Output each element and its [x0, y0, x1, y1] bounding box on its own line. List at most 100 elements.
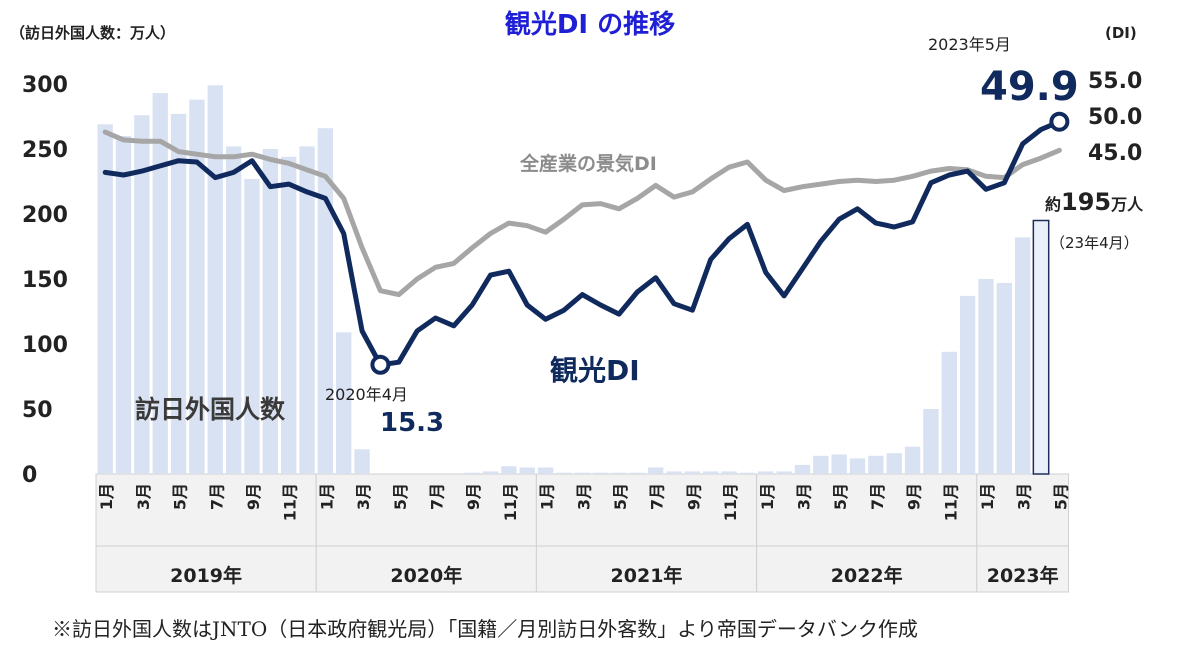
month-label: 9月	[464, 483, 483, 510]
visitor-bar	[189, 99, 205, 474]
visitor-bar	[97, 124, 113, 475]
tourism-di-low-marker	[370, 354, 391, 375]
month-label: 1月	[538, 483, 557, 510]
visitors-peak-label: 約195万人	[1045, 188, 1144, 216]
visitor-bar	[170, 113, 187, 475]
visitor-bar	[629, 472, 645, 474]
year-label: 2020年	[390, 564, 462, 587]
month-label: 9月	[244, 483, 263, 510]
visitor-bar	[978, 279, 994, 474]
chart-title: 観光DI の推移	[505, 9, 675, 40]
month-label: 5月	[611, 483, 630, 510]
tourism-di-line	[102, 119, 1062, 368]
visitors-peak-date: （23年4月）	[1050, 234, 1139, 252]
visitors-peak-unit: 万人	[1110, 195, 1144, 214]
visitor-bar	[574, 472, 590, 474]
month-label: 7月	[868, 483, 887, 510]
visitor-bar	[281, 156, 297, 475]
year-label: 2021年	[611, 564, 683, 587]
visitor-bar	[923, 409, 939, 474]
left-tick-label: 0	[22, 463, 37, 488]
month-label: 11月	[281, 483, 300, 521]
left-axis-ticks: 0 50 100 150 200 250 300	[22, 73, 68, 488]
visitor-bar	[721, 471, 737, 474]
visitor-bar	[849, 458, 866, 474]
visitors-peak-prefix: 約	[1045, 195, 1061, 214]
right-tick-label: 45.0	[1088, 141, 1142, 166]
month-label: 11月	[721, 483, 740, 521]
month-label: 1月	[97, 483, 116, 510]
visitor-bar	[813, 455, 829, 474]
visitor-bar	[299, 146, 315, 474]
month-label: 5月	[831, 483, 850, 510]
chart-annotations: 訪日外国人数 観光DI 全産業の景気DI 2020年4月 15.3 2023年5月 49.9…	[135, 35, 1144, 438]
visitor-bar	[336, 332, 352, 474]
high-point-value: 49.9	[980, 64, 1079, 110]
high-point-date: 2023年5月	[928, 35, 1011, 54]
visitor-bar	[758, 471, 774, 474]
month-label: 3月	[354, 483, 373, 510]
visitor-bar	[739, 472, 756, 474]
visitor-bar	[317, 128, 334, 474]
month-label: 3月	[134, 483, 153, 510]
month-label: 7月	[207, 483, 226, 510]
month-label: 3月	[574, 483, 593, 510]
month-label: 11月	[941, 483, 960, 521]
all-industries-di-series-label: 全産業の景気DI	[519, 152, 657, 175]
month-label: 3月	[794, 483, 813, 510]
month-label: 5月	[1051, 483, 1070, 510]
left-tick-label: 300	[22, 73, 68, 98]
visitor-bar	[464, 472, 480, 474]
month-label: 5月	[171, 483, 190, 510]
visitor-bar	[482, 471, 499, 474]
month-label: 9月	[684, 483, 703, 510]
right-axis-label: (DI)	[1105, 24, 1137, 42]
visitor-bar	[501, 466, 517, 474]
visitor-bar	[556, 472, 572, 474]
visitor-bar	[996, 282, 1012, 474]
visitor-bar	[115, 136, 132, 474]
visitor-bar	[262, 149, 278, 474]
left-tick-label: 250	[22, 138, 68, 163]
left-tick-label: 50	[22, 398, 53, 423]
month-label: 1月	[978, 483, 997, 510]
di-lines	[102, 111, 1070, 375]
right-tick-label: 55.0	[1088, 69, 1142, 94]
visitor-bar	[134, 115, 150, 474]
visitor-bar	[703, 471, 719, 474]
visitor-bar	[941, 351, 957, 474]
visitor-bar	[666, 471, 682, 474]
left-tick-label: 100	[22, 333, 68, 358]
visitor-bar	[244, 178, 260, 474]
tourism-di-series-label: 観光DI	[550, 354, 640, 387]
month-label: 1月	[317, 483, 336, 510]
year-label: 2022年	[831, 564, 903, 587]
visitor-bar	[354, 449, 370, 474]
footnote: ※訪日外国人数はJNTO（日本政府観光局）「国籍／月別訪日外客数」より帝国データ…	[52, 617, 918, 641]
low-point-date: 2020年4月	[325, 385, 408, 404]
visitor-bar	[519, 467, 535, 474]
visitor-bar	[959, 295, 976, 474]
month-label: 7月	[648, 483, 667, 510]
visitor-bar	[794, 464, 811, 474]
visitor-bar-highlight	[1032, 219, 1050, 475]
year-cell	[756, 473, 978, 593]
month-label: 5月	[391, 483, 410, 510]
year-label: 2023年	[987, 564, 1059, 587]
month-label: 3月	[1015, 483, 1034, 510]
right-tick-label: 50.0	[1088, 105, 1142, 130]
year-cell	[535, 473, 758, 593]
year-cell	[976, 473, 1070, 593]
visitors-series-label: 訪日外国人数	[135, 395, 286, 424]
visitor-bar	[648, 467, 664, 474]
visitor-bar	[225, 146, 242, 474]
visitor-bar	[776, 471, 792, 474]
left-tick-label: 150	[22, 268, 68, 293]
month-label: 7月	[427, 483, 446, 510]
visitor-bar	[537, 467, 554, 474]
month-label: 1月	[758, 483, 777, 510]
visitor-bar	[886, 453, 902, 474]
month-label: 9月	[905, 483, 924, 510]
visitor-bars	[97, 85, 1050, 475]
